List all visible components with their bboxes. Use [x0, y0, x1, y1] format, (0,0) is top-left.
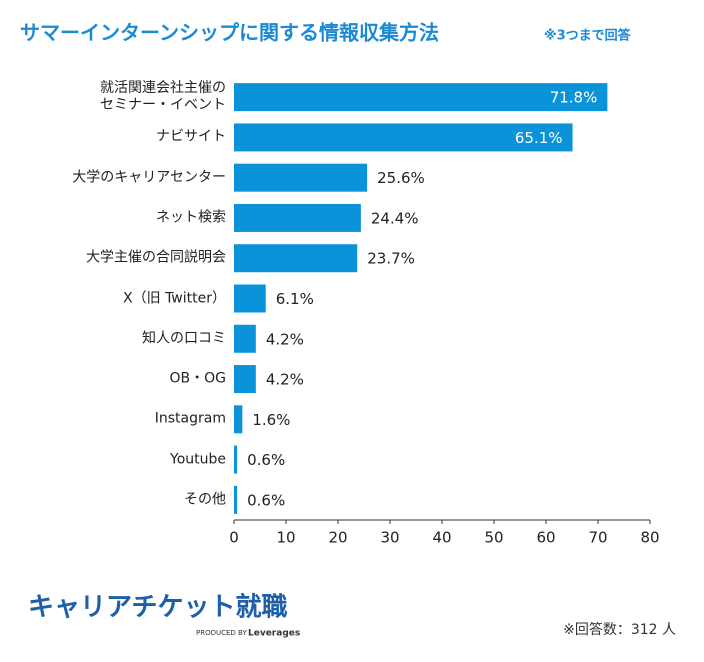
value-label: 0.6%: [247, 491, 285, 509]
x-tick-label: 70: [588, 529, 607, 547]
x-tick-label: 0: [229, 529, 239, 547]
value-label: 1.6%: [252, 411, 290, 429]
y-tick-label: 大学のキャリアセンター: [72, 169, 226, 186]
produced-by: PRODUCED BY: [196, 629, 247, 637]
bar: [234, 445, 238, 474]
y-tick-label: 大学主催の合同説明会: [86, 249, 226, 266]
bar: [234, 123, 573, 152]
value-label: 23.7%: [367, 250, 415, 268]
x-tick-label: 40: [432, 529, 451, 547]
chart-title: サマーインターンシップに関する情報収集方法: [20, 21, 439, 45]
y-tick-label: ナビサイト: [156, 128, 226, 145]
value-label: 6.1%: [276, 290, 314, 308]
y-tick-label: その他: [184, 491, 226, 508]
bar: [234, 405, 243, 434]
bar: [234, 485, 238, 514]
brand: Leverages: [248, 629, 300, 639]
value-label: 65.1%: [515, 129, 563, 147]
y-tick-label: 就活関連会社主催の セミナー・イベント: [100, 80, 226, 114]
x-tick-label: 20: [328, 529, 347, 547]
bar: [234, 163, 368, 192]
chart-subtitle: ※3つまで回答: [544, 28, 632, 44]
value-label: 24.4%: [371, 209, 419, 227]
value-label: 25.6%: [377, 169, 425, 187]
x-tick-label: 60: [536, 529, 555, 547]
bar: [234, 284, 266, 313]
value-label: 4.2%: [266, 371, 304, 389]
y-tick-label: 知人の口コミ: [142, 330, 226, 347]
y-tick-label: Youtube: [170, 451, 226, 468]
y-tick-label: ネット検索: [156, 209, 226, 226]
x-tick-label: 30: [380, 529, 399, 547]
logo: キャリアチケット就職: [28, 593, 287, 623]
x-tick-label: 50: [484, 529, 503, 547]
bar: [234, 244, 358, 273]
y-tick-label: OB・OG: [169, 370, 227, 387]
bar: [234, 83, 608, 112]
x-tick-label: 80: [640, 529, 659, 547]
value-label: 71.8%: [550, 89, 598, 107]
value-label: 4.2%: [266, 330, 304, 348]
bar: [234, 324, 256, 353]
bar: [234, 365, 256, 394]
y-tick-label: Instagram: [154, 410, 226, 427]
x-tick-label: 10: [276, 529, 295, 547]
note: ※回答数：312 人: [563, 621, 676, 638]
value-label: 0.6%: [247, 451, 285, 469]
y-tick-label: X（旧 Twitter）: [123, 290, 226, 306]
bar: [234, 203, 361, 232]
